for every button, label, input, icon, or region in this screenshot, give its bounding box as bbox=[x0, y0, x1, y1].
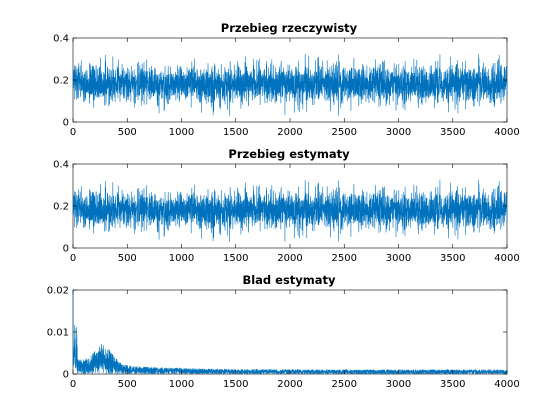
x-tick-label: 3000 bbox=[386, 127, 411, 138]
subplot-2: Przebieg estymaty 0 500 1000 1500 2000 2500 30… bbox=[53, 147, 520, 264]
subplot-2-series-path bbox=[72, 179, 508, 242]
x-tick-label: 2000 bbox=[277, 379, 302, 390]
subplot-3-title: Blad estymaty bbox=[242, 273, 336, 287]
x-tick-label: 1000 bbox=[169, 253, 194, 264]
y-tick-label: 0.01 bbox=[47, 328, 69, 339]
subplot-2-ticks: 0 500 1000 1500 2000 2500 3000 3500 4000 0 0.2 0.4 bbox=[53, 160, 520, 265]
x-tick-label: 0 bbox=[70, 379, 76, 390]
x-tick-label: 2500 bbox=[332, 127, 357, 138]
x-tick-label: 4000 bbox=[494, 253, 519, 264]
x-tick-label: 1000 bbox=[169, 379, 194, 390]
x-tick-label: 4000 bbox=[494, 379, 519, 390]
subplot-3-axes bbox=[72, 289, 508, 375]
x-tick-label: 0 bbox=[70, 127, 76, 138]
x-tick-label: 1500 bbox=[223, 127, 248, 138]
y-tick-label: 0.02 bbox=[47, 286, 69, 297]
x-tick-label: 3500 bbox=[440, 127, 465, 138]
x-tick-label: 2500 bbox=[332, 379, 357, 390]
x-tick-label: 1500 bbox=[223, 379, 248, 390]
x-tick-label: 1500 bbox=[223, 253, 248, 264]
subplot-1-series-path bbox=[72, 53, 508, 116]
y-tick-label: 0.4 bbox=[53, 160, 69, 171]
subplot-1: Przebieg rzeczywisty 0 500 1000 1500 2000 250… bbox=[53, 21, 520, 138]
y-tick-label: 0 bbox=[63, 370, 69, 381]
x-tick-label: 500 bbox=[118, 127, 137, 138]
subplot-3-ticks: 0 500 1000 1500 2000 2500 3000 3500 4000 0 0.01 0.0… bbox=[47, 286, 520, 391]
y-tick-label: 0 bbox=[63, 118, 69, 129]
x-tick-label: 3500 bbox=[440, 253, 465, 264]
subplot-2-title: Przebieg estymaty bbox=[228, 147, 350, 161]
x-tick-label: 500 bbox=[118, 379, 137, 390]
y-tick-label: 0 bbox=[63, 244, 69, 255]
x-tick-label: 4000 bbox=[494, 127, 519, 138]
x-tick-label: 3000 bbox=[386, 379, 411, 390]
x-tick-label: 2000 bbox=[277, 253, 302, 264]
x-tick-label: 2000 bbox=[277, 127, 302, 138]
y-tick-label: 0.4 bbox=[53, 34, 69, 45]
x-tick-label: 1000 bbox=[169, 127, 194, 138]
y-tick-label: 0.2 bbox=[53, 202, 69, 213]
x-tick-label: 2500 bbox=[332, 253, 357, 264]
subplot-1-ticks: 0 500 1000 1500 2000 2500 3000 3500 4000 0 0.2 0.4 bbox=[53, 34, 520, 139]
subplot-3: Blad estymaty 0 500 1000 1500 2000 2500 3000 35… bbox=[47, 273, 520, 390]
subplot-2-series-line bbox=[72, 179, 508, 242]
y-tick-label: 0.2 bbox=[53, 76, 69, 87]
subplot-1-title: Przebieg rzeczywisty bbox=[221, 21, 358, 35]
x-tick-label: 3500 bbox=[440, 379, 465, 390]
x-tick-label: 0 bbox=[70, 253, 76, 264]
subplot-1-series-line bbox=[72, 53, 508, 116]
x-tick-label: 3000 bbox=[386, 253, 411, 264]
x-tick-label: 500 bbox=[118, 253, 137, 264]
